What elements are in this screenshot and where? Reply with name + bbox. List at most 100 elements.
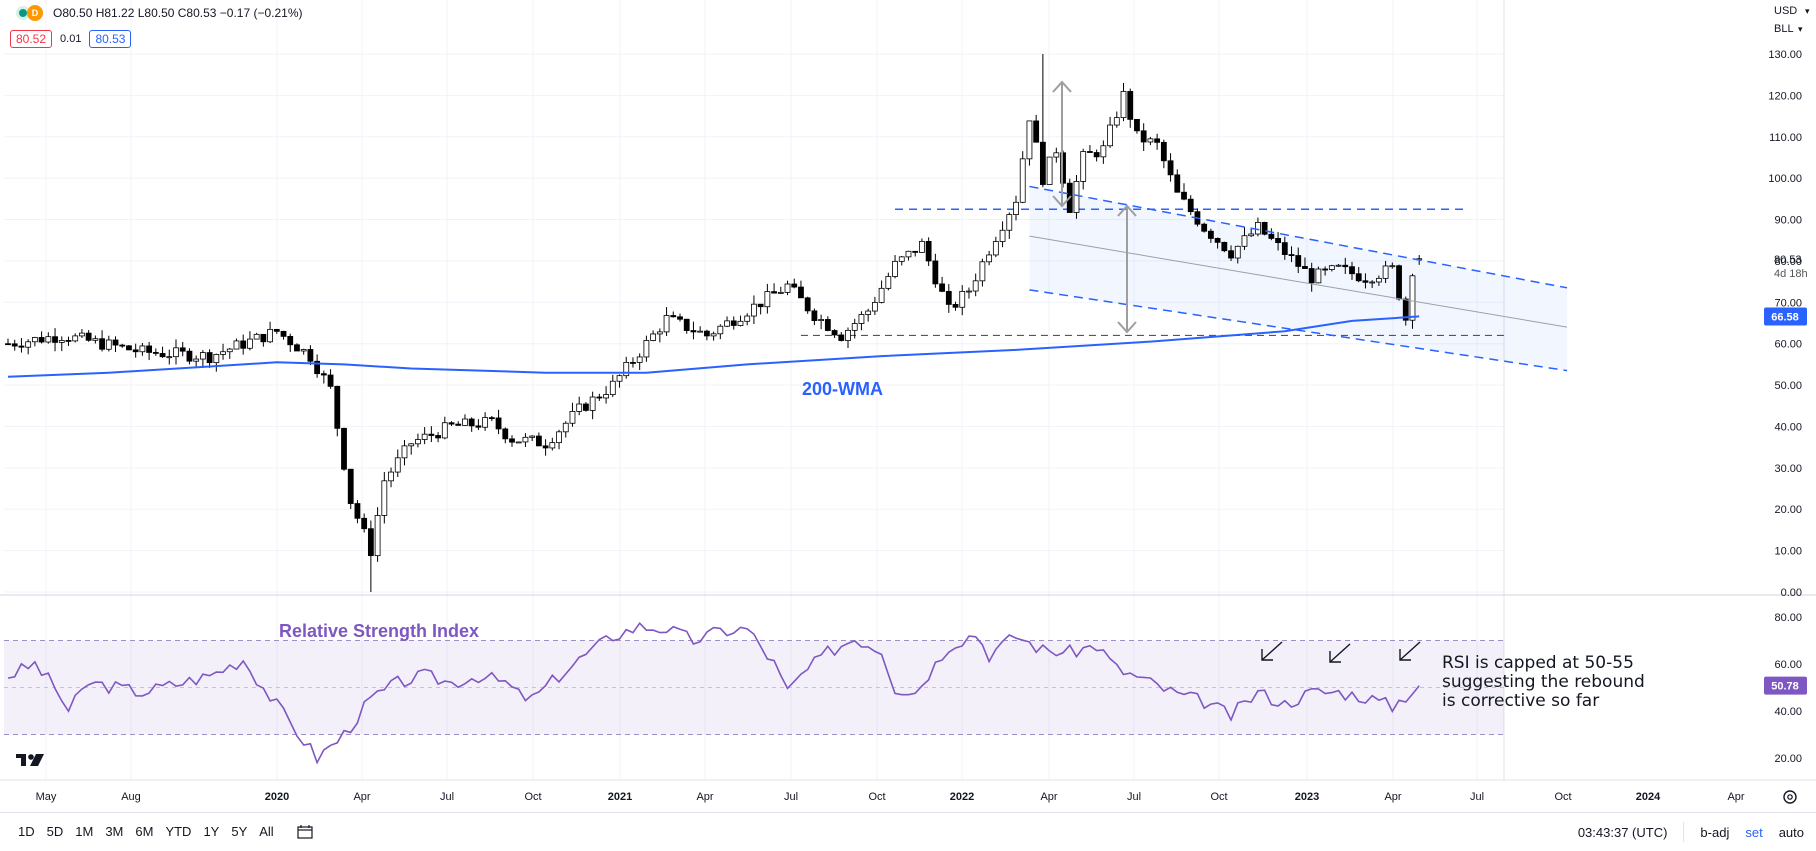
calendar-icon[interactable]	[294, 821, 316, 843]
status-indicator[interactable]: D	[16, 5, 43, 21]
currency-label: USD	[1774, 5, 1797, 17]
candle-down	[132, 349, 139, 353]
unit-dropdown-icon: ▾	[1798, 24, 1803, 34]
candle-down	[1342, 264, 1349, 268]
bid-price-button[interactable]: 80.52	[10, 30, 53, 48]
candle-down	[1060, 152, 1066, 184]
candle-down	[1288, 254, 1295, 256]
candle-up	[589, 396, 596, 411]
candle-down	[1295, 255, 1302, 267]
candle-down	[1167, 160, 1174, 176]
candle-down	[939, 283, 945, 292]
candle-up	[623, 362, 630, 377]
candle-up	[992, 241, 999, 256]
candle-up	[1335, 264, 1342, 267]
candle-up	[919, 240, 925, 253]
auto-scale-toggle[interactable]: auto	[1778, 824, 1804, 840]
candle-down	[307, 349, 314, 362]
candle-up	[381, 480, 388, 516]
clock-readout[interactable]: 03:43:37 (UTC)	[1577, 824, 1668, 840]
candle-up	[643, 340, 650, 358]
price-axis[interactable]: 130.00 120.00 110.00 100.00 90.00 80.00 70.00 6…	[1768, 49, 1802, 599]
rsi-axis[interactable]: 80.00 60.00 40.00 20.00	[1774, 612, 1802, 765]
settlement-toggle[interactable]: set	[1745, 824, 1763, 840]
candle-down	[677, 316, 683, 320]
timeframe-button[interactable]: 6M	[135, 824, 154, 839]
candle-up	[556, 431, 562, 444]
candle-up	[905, 250, 912, 258]
candle-down	[1261, 221, 1268, 235]
candle-up	[199, 352, 206, 360]
timeframe-button[interactable]: 1D	[18, 824, 35, 839]
candle-down	[1140, 130, 1147, 143]
candle-up	[717, 325, 724, 335]
candle-up	[1255, 221, 1261, 235]
candle-down	[831, 330, 838, 336]
time-tick-label: 2020	[265, 791, 289, 803]
candle-down	[1396, 265, 1402, 300]
settings-gear-icon[interactable]	[1783, 790, 1797, 804]
unit-label: BLL	[1774, 23, 1794, 35]
annotation-arrow-head	[1261, 649, 1273, 661]
candle-down	[1093, 152, 1100, 158]
candle-down	[367, 528, 374, 557]
timeframe-button[interactable]: 3M	[105, 824, 124, 839]
time-tick-label: Jul	[1127, 791, 1141, 803]
candle-down	[1228, 250, 1234, 259]
candle-down	[1181, 191, 1187, 200]
candle-up	[656, 331, 663, 335]
price-tick-label: 40.00	[1774, 421, 1802, 433]
candle-up	[724, 320, 730, 327]
candle-up	[31, 337, 38, 343]
price-tick-label: 20.00	[1774, 504, 1802, 516]
candle-up	[300, 349, 307, 352]
candle-up	[845, 329, 851, 341]
time-tick-label: Apr	[1040, 791, 1057, 803]
timeframe-button[interactable]: 1Y	[203, 824, 220, 839]
toolbar-divider	[1683, 822, 1685, 842]
candle-down	[240, 340, 247, 349]
candle-down	[1308, 268, 1315, 284]
price-tick-label: 60.00	[1774, 339, 1802, 351]
time-axis[interactable]: May Aug 2020 Apr Jul Oct 2021 Apr Jul Oct 2022 Apr J…	[36, 791, 1745, 803]
timeframe-button[interactable]: 5Y	[231, 824, 248, 839]
candle-down	[347, 468, 354, 504]
candle-up	[72, 335, 79, 342]
timeframe-button[interactable]: All	[259, 824, 274, 839]
candle-up	[1389, 265, 1396, 268]
timeframe-button[interactable]: 5D	[46, 824, 64, 839]
candle-up	[58, 340, 65, 343]
time-tick-label: Jul	[784, 791, 798, 803]
price-tick-label: 10.00	[1774, 546, 1802, 558]
timeframe-button[interactable]: YTD	[165, 824, 192, 839]
time-tick-label: Aug	[121, 791, 141, 803]
candle-up	[663, 315, 670, 333]
b-adj-toggle[interactable]: b-adj	[1700, 824, 1730, 840]
timeframe-button[interactable]: 1M	[75, 824, 94, 839]
candle-down	[811, 310, 818, 321]
time-tick-label: Apr	[696, 791, 713, 803]
candle-up	[220, 351, 226, 355]
candle-up	[253, 333, 260, 340]
ask-price-button[interactable]: 80.53	[89, 30, 132, 48]
candle-down	[1275, 238, 1281, 244]
chart-canvas[interactable]: 200-WMA 130.00 120.00 110.00 100.00 90.00 80.0…	[0, 0, 1816, 812]
rsi-tick-label: 60.00	[1774, 659, 1802, 671]
time-tick-label: Oct	[1554, 791, 1571, 803]
candle-down	[152, 352, 159, 354]
candle-up	[1046, 156, 1053, 185]
wma-200-line	[7, 315, 1420, 378]
price-tick-label: 100.00	[1768, 173, 1802, 185]
candle-down	[583, 403, 589, 411]
candle-up	[92, 338, 99, 341]
candle-down	[838, 334, 845, 341]
time-tick-label: May	[36, 791, 57, 803]
rsi-value-text: 50.78	[1771, 681, 1799, 693]
candle-up	[737, 320, 744, 326]
candle-down	[455, 423, 462, 426]
bar-countdown: 4d 18h	[1774, 268, 1808, 280]
candle-down	[1302, 266, 1308, 269]
candle-down	[206, 352, 213, 364]
currency-dropdown-icon: ▾	[1805, 6, 1810, 16]
candle-down	[448, 422, 455, 425]
